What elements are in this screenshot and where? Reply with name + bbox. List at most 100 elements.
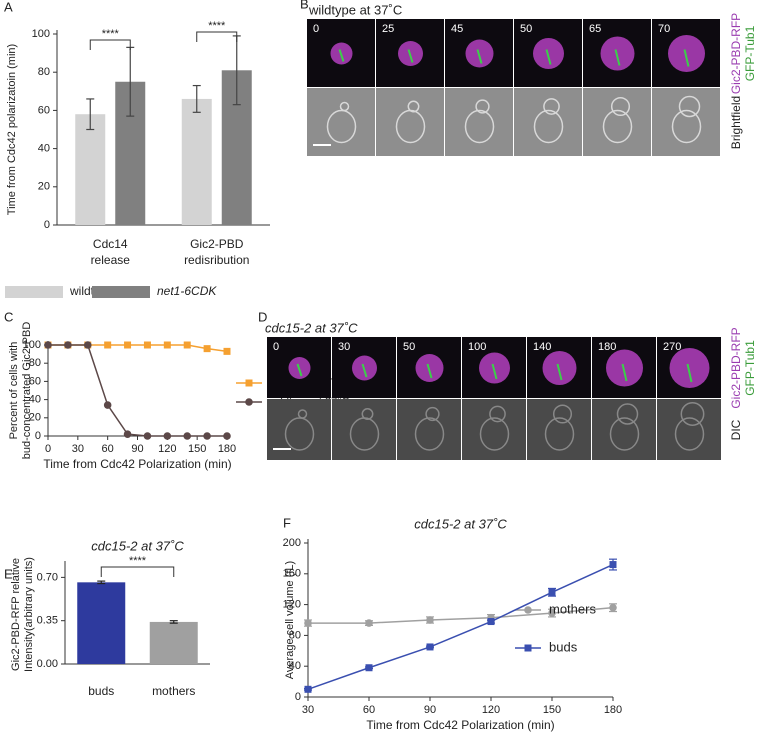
legend-marker (524, 606, 532, 614)
x-tick-label: 120 (482, 704, 500, 716)
annotation: **** (208, 20, 226, 32)
bud-outline (361, 408, 374, 420)
panel-letter: D (258, 309, 267, 324)
spindle (407, 49, 414, 63)
legend-label: mothers (549, 601, 596, 616)
x-tick-label: 90 (424, 704, 436, 716)
brightfield-image (657, 399, 721, 460)
marker (123, 430, 132, 438)
time-label: 0 (273, 341, 279, 353)
y-tick-label: 40 (289, 660, 301, 672)
channel-label: GFP-Tub1 (743, 340, 757, 396)
channel-label: Gic2-PBD-RFP (729, 327, 743, 408)
annotation: **** (102, 28, 120, 40)
cell-signal (668, 35, 705, 72)
marker (124, 341, 132, 349)
legend-label: buds (549, 639, 578, 654)
bud-outline (475, 99, 490, 114)
legend-label: net1-6CDK (157, 284, 217, 298)
x-tick-label: 120 (158, 443, 176, 455)
bud-outline (339, 101, 350, 112)
y-tick-label: 80 (289, 629, 301, 641)
bud-outline (543, 98, 560, 115)
time-label: 70 (658, 23, 670, 35)
marker (304, 685, 312, 693)
cell-outline (533, 109, 564, 144)
time-label: 25 (382, 23, 394, 35)
marker (609, 603, 617, 612)
x-tick-label: release (91, 253, 131, 267)
bud-outline (552, 404, 573, 424)
y-tick-label: 80 (38, 66, 50, 78)
brightfield-image (376, 88, 444, 156)
channel-label: DIC (729, 419, 743, 440)
x-tick-label: mothers (152, 684, 195, 698)
brightfield-image (462, 399, 526, 460)
marker (548, 588, 556, 596)
time-label: 270 (663, 341, 681, 353)
time-label: 50 (403, 341, 415, 353)
significance-bracket (100, 566, 175, 577)
bar (149, 621, 198, 664)
spindle (361, 363, 368, 378)
y-tick-label: 80 (29, 357, 41, 369)
spindle (476, 49, 483, 64)
y-tick-label: 20 (38, 181, 50, 193)
bud-outline (425, 406, 440, 422)
marker (64, 341, 72, 349)
marker (143, 341, 151, 349)
brightfield-image (592, 399, 656, 460)
channel-label: Gic2-PBD-RFP (729, 13, 743, 94)
y-tick-label: 0 (44, 219, 50, 231)
brightfield-image (527, 399, 591, 460)
y-tick-label: 60 (38, 104, 50, 116)
panel-letter: E (4, 566, 13, 581)
marker (163, 341, 171, 349)
marker (365, 664, 373, 672)
x-tick-label: 0 (45, 443, 51, 455)
x-tick-label: Gic2-PBD (190, 237, 244, 251)
legend-marker (524, 644, 532, 652)
chart-title: cdc15-2 at 37˚C (91, 538, 184, 553)
series-line (307, 563, 614, 691)
x-axis-label: Time from Cdc42 Polarization (min) (43, 457, 231, 471)
brightfield-image (267, 399, 331, 460)
bud-outline (680, 402, 705, 426)
y-tick-label: 0.35 (37, 615, 58, 627)
y-axis-label: Time from Cdc42 polarizatoin (min) (6, 44, 18, 215)
x-tick-label: buds (88, 684, 114, 698)
y-axis-label: Percent of cells with (8, 342, 20, 440)
bud-outline (678, 95, 701, 118)
x-tick-label: 60 (363, 704, 375, 716)
marker (426, 616, 434, 624)
y-tick-label: 0 (35, 430, 41, 442)
x-tick-label: redisribution (184, 253, 249, 267)
panel-letter: C (4, 309, 13, 324)
y-tick-label: 0.00 (37, 658, 58, 670)
legend-marker (245, 379, 253, 387)
spindle (683, 49, 690, 67)
y-tick-label: 120 (283, 599, 301, 611)
x-tick-label: 180 (604, 704, 622, 716)
time-label: 180 (598, 341, 616, 353)
y-axis-label: Intensity(arbitrary units) (23, 557, 35, 672)
cell-outline (464, 109, 495, 144)
marker (223, 432, 231, 440)
y-axis-label: Gic2-PBD-RFP relative (10, 558, 22, 671)
cell-outline (674, 417, 705, 451)
bud-outline (616, 403, 639, 425)
marker (304, 619, 312, 627)
y-tick-label: 100 (23, 339, 41, 351)
cell-outline (671, 109, 702, 144)
brightfield-image (514, 88, 582, 156)
marker (103, 401, 112, 409)
time-label: 100 (468, 341, 486, 353)
y-tick-label: 160 (283, 568, 301, 580)
cell-outline (609, 417, 640, 451)
marker (183, 432, 192, 440)
marker (203, 345, 211, 353)
marker (44, 341, 52, 349)
time-label: 140 (533, 341, 551, 353)
brightfield-image (332, 399, 396, 460)
